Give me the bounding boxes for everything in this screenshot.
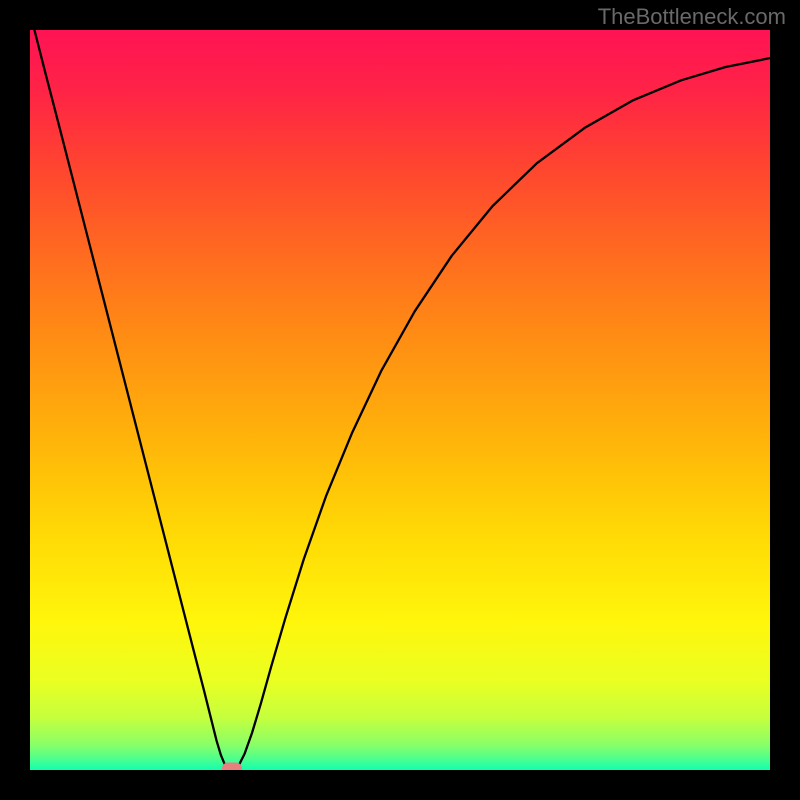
gradient-background — [30, 30, 770, 770]
bottleneck-curve-chart — [30, 30, 770, 770]
optimal-point-marker — [222, 763, 242, 770]
watermark-text: TheBottleneck.com — [598, 4, 786, 30]
chart-container: TheBottleneck.com — [0, 0, 800, 800]
